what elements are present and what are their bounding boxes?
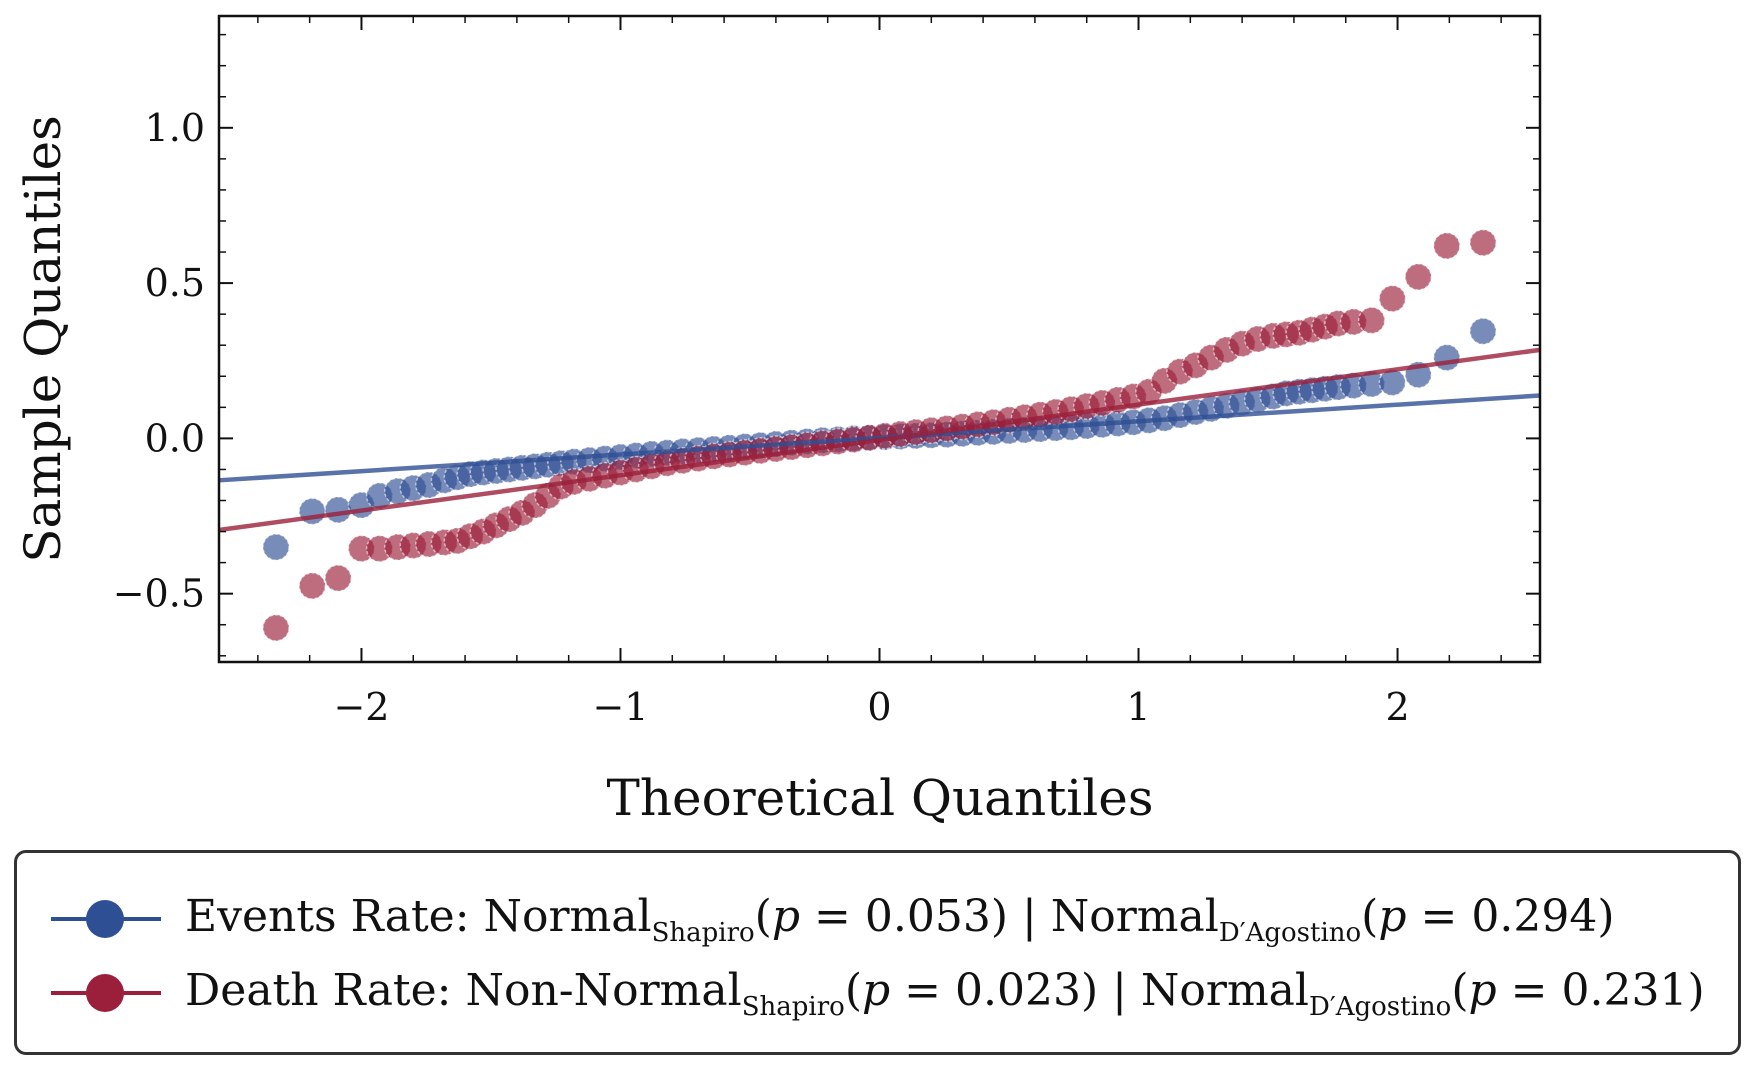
data-point-events-rate [324, 496, 352, 524]
plot-frame [217, 14, 1542, 664]
data-point-death-rate [1404, 263, 1433, 291]
legend-marker-death-rate [51, 971, 161, 1015]
data-point-death-rate [262, 614, 290, 642]
y-tick-label: 1.0 [145, 106, 205, 150]
legend: Events Rate: NormalShapiro(p = 0.053) | … [14, 850, 1741, 1055]
data-point-death-rate [1378, 284, 1407, 313]
legend-label-death-rate: Death Rate: Non-NormalShapiro(p = 0.023)… [185, 964, 1705, 1022]
data-point-events-rate [1433, 343, 1461, 372]
axis-ticks: −2 −1 0 1 2 −0.5 0.0 0.5 1.0 [113, 16, 1540, 729]
y-tick-label: 0.0 [145, 416, 205, 460]
x-tick-label: 2 [1385, 685, 1409, 729]
plot-area [218, 228, 1541, 642]
y-axis-label: Sample Quantiles [14, 115, 72, 563]
qq-plot: −2 −1 0 1 2 −0.5 0.0 0.5 1.0 Theoretical Quantil… [14, 14, 1542, 827]
legend-label-events-rate: Events Rate: NormalShapiro(p = 0.053) | … [185, 890, 1615, 948]
x-tick-label: 0 [867, 685, 891, 729]
data-point-events-rate [262, 533, 290, 561]
legend-entry-events-rate: Events Rate: NormalShapiro(p = 0.053) | … [51, 889, 1614, 949]
x-tick-label: −2 [333, 685, 389, 729]
data-point-events-rate [1469, 317, 1497, 345]
x-tick-label: 1 [1126, 685, 1150, 729]
legend-entry-death-rate: Death Rate: Non-NormalShapiro(p = 0.023)… [51, 963, 1705, 1023]
y-tick-label: −0.5 [113, 572, 205, 616]
x-axis-label: Theoretical Quantiles [606, 769, 1153, 827]
y-tick-label: 0.5 [145, 261, 205, 305]
data-point-death-rate [1469, 228, 1497, 257]
data-point-death-rate [324, 564, 352, 592]
series-death-rate [262, 228, 1497, 642]
data-point-death-rate [1357, 306, 1386, 335]
data-point-death-rate [1433, 232, 1461, 260]
legend-marker-events-rate [51, 897, 161, 941]
data-point-death-rate [298, 572, 326, 600]
x-tick-label: −1 [592, 685, 648, 729]
fit-line-death-rate [218, 347, 1541, 533]
